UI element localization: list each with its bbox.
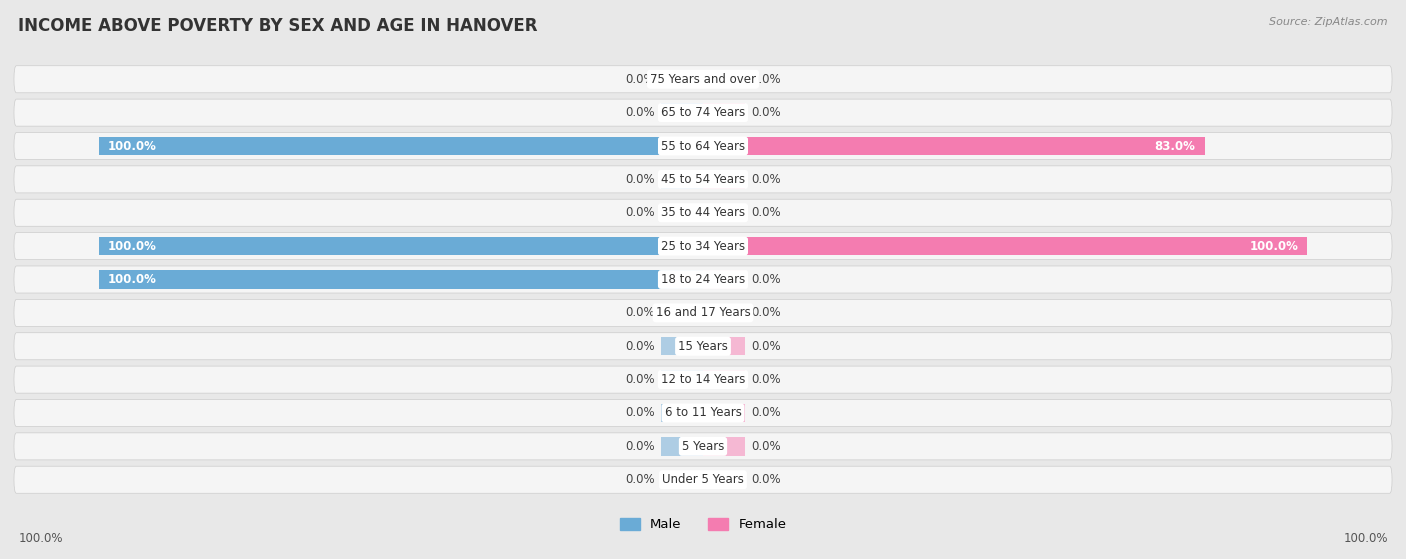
Text: 0.0%: 0.0%: [751, 440, 780, 453]
Bar: [98, 137, 703, 155]
FancyBboxPatch shape: [14, 233, 1392, 259]
Text: Source: ZipAtlas.com: Source: ZipAtlas.com: [1270, 17, 1388, 27]
Text: 0.0%: 0.0%: [626, 340, 655, 353]
Text: 5 Years: 5 Years: [682, 440, 724, 453]
Bar: [703, 404, 745, 422]
Text: 65 to 74 Years: 65 to 74 Years: [661, 106, 745, 119]
Text: 0.0%: 0.0%: [626, 373, 655, 386]
Text: 0.0%: 0.0%: [626, 440, 655, 453]
Text: 83.0%: 83.0%: [1154, 140, 1195, 153]
Text: 100.0%: 100.0%: [18, 532, 63, 545]
Text: 12 to 14 Years: 12 to 14 Years: [661, 373, 745, 386]
Text: INCOME ABOVE POVERTY BY SEX AND AGE IN HANOVER: INCOME ABOVE POVERTY BY SEX AND AGE IN H…: [18, 17, 537, 35]
FancyBboxPatch shape: [14, 66, 1392, 93]
Bar: [661, 437, 703, 456]
Text: 100.0%: 100.0%: [108, 240, 156, 253]
Bar: [661, 471, 703, 489]
Text: 0.0%: 0.0%: [751, 73, 780, 86]
Bar: [661, 203, 703, 222]
Bar: [703, 371, 745, 389]
Bar: [703, 437, 745, 456]
Text: 0.0%: 0.0%: [751, 106, 780, 119]
Text: 100.0%: 100.0%: [1250, 240, 1298, 253]
Bar: [661, 304, 703, 322]
Text: 6 to 11 Years: 6 to 11 Years: [665, 406, 741, 419]
Bar: [703, 203, 745, 222]
Bar: [703, 271, 745, 288]
Bar: [98, 237, 703, 255]
Bar: [98, 271, 703, 288]
Text: 0.0%: 0.0%: [626, 206, 655, 219]
Text: 55 to 64 Years: 55 to 64 Years: [661, 140, 745, 153]
Text: 0.0%: 0.0%: [751, 473, 780, 486]
Bar: [661, 337, 703, 356]
Text: 0.0%: 0.0%: [751, 340, 780, 353]
Text: 0.0%: 0.0%: [751, 273, 780, 286]
FancyBboxPatch shape: [14, 366, 1392, 393]
FancyBboxPatch shape: [14, 132, 1392, 159]
Bar: [661, 371, 703, 389]
FancyBboxPatch shape: [14, 300, 1392, 326]
Text: 0.0%: 0.0%: [626, 106, 655, 119]
Text: 100.0%: 100.0%: [108, 140, 156, 153]
Bar: [703, 103, 745, 122]
Text: 75 Years and over: 75 Years and over: [650, 73, 756, 86]
FancyBboxPatch shape: [14, 166, 1392, 193]
Text: 0.0%: 0.0%: [626, 306, 655, 319]
Bar: [703, 137, 1205, 155]
FancyBboxPatch shape: [14, 333, 1392, 360]
FancyBboxPatch shape: [14, 433, 1392, 460]
Text: Under 5 Years: Under 5 Years: [662, 473, 744, 486]
Text: 16 and 17 Years: 16 and 17 Years: [655, 306, 751, 319]
FancyBboxPatch shape: [14, 466, 1392, 493]
Bar: [661, 170, 703, 188]
Bar: [703, 237, 1308, 255]
Text: 35 to 44 Years: 35 to 44 Years: [661, 206, 745, 219]
Text: 0.0%: 0.0%: [751, 306, 780, 319]
Bar: [703, 70, 745, 88]
Text: 45 to 54 Years: 45 to 54 Years: [661, 173, 745, 186]
Bar: [661, 404, 703, 422]
Text: 15 Years: 15 Years: [678, 340, 728, 353]
Text: 0.0%: 0.0%: [626, 473, 655, 486]
Text: 100.0%: 100.0%: [108, 273, 156, 286]
Bar: [661, 103, 703, 122]
Text: 18 to 24 Years: 18 to 24 Years: [661, 273, 745, 286]
FancyBboxPatch shape: [14, 400, 1392, 427]
Text: 100.0%: 100.0%: [1343, 532, 1388, 545]
Text: 0.0%: 0.0%: [751, 406, 780, 419]
Bar: [703, 304, 745, 322]
Bar: [703, 170, 745, 188]
Text: 0.0%: 0.0%: [626, 73, 655, 86]
Text: 0.0%: 0.0%: [626, 173, 655, 186]
Bar: [703, 471, 745, 489]
FancyBboxPatch shape: [14, 199, 1392, 226]
FancyBboxPatch shape: [14, 99, 1392, 126]
Bar: [661, 70, 703, 88]
Legend: Male, Female: Male, Female: [614, 513, 792, 537]
Text: 0.0%: 0.0%: [751, 373, 780, 386]
FancyBboxPatch shape: [14, 266, 1392, 293]
Text: 0.0%: 0.0%: [751, 173, 780, 186]
Text: 0.0%: 0.0%: [751, 206, 780, 219]
Bar: [703, 337, 745, 356]
Text: 0.0%: 0.0%: [626, 406, 655, 419]
Text: 25 to 34 Years: 25 to 34 Years: [661, 240, 745, 253]
